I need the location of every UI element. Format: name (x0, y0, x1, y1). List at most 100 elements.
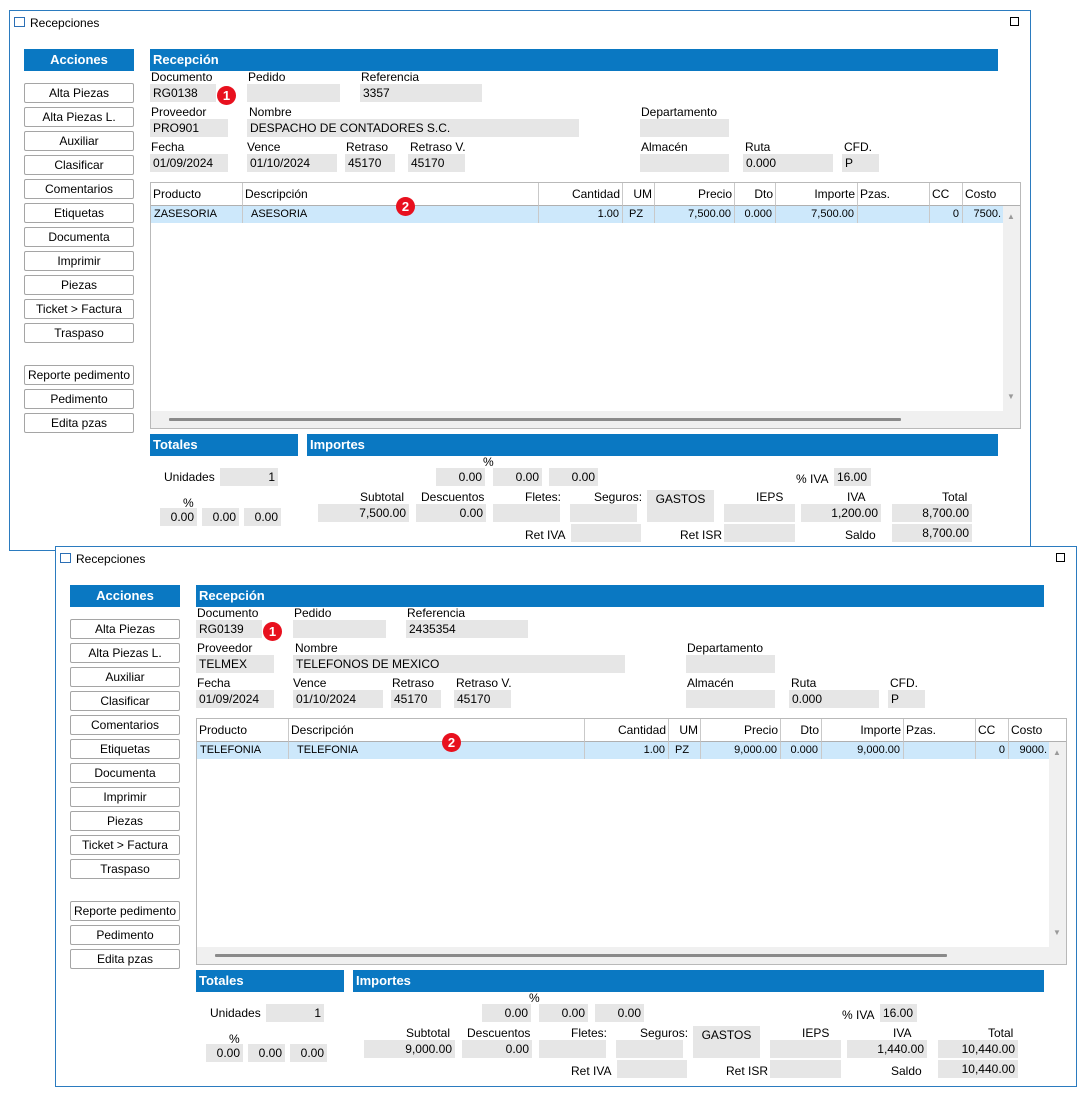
retraso-field[interactable]: 45170 (391, 690, 441, 708)
cell-pzas[interactable] (858, 206, 930, 223)
ret-iva-field[interactable] (617, 1060, 687, 1078)
col-header-cc[interactable]: CC (976, 719, 1009, 742)
edita-pzas-button[interactable]: Edita pzas (70, 949, 180, 969)
imprimir-button[interactable]: Imprimir (24, 251, 134, 271)
iva-field[interactable]: 1,200.00 (801, 504, 881, 522)
cell-um[interactable]: PZ (623, 206, 655, 223)
cell-dto[interactable]: 0.000 (781, 742, 822, 759)
horizontal-scroll-thumb[interactable] (169, 418, 901, 421)
documento-field[interactable]: RG0139 (196, 620, 262, 638)
vertical-scrollbar[interactable]: ▲ ▼ (1049, 742, 1066, 964)
total-field[interactable]: 10,440.00 (938, 1040, 1018, 1058)
totales-pct-2[interactable]: 0.00 (202, 508, 239, 526)
maximize-button[interactable] (1010, 17, 1019, 26)
col-header-costo[interactable]: Costo (1009, 719, 1066, 742)
etiquetas-button[interactable]: Etiquetas (24, 203, 134, 223)
col-header-precio[interactable]: Precio (655, 183, 735, 206)
cell-cc[interactable]: 0 (930, 206, 963, 223)
descuentos-field[interactable]: 0.00 (462, 1040, 532, 1058)
ticket-factura-button[interactable]: Ticket > Factura (24, 299, 134, 319)
clasificar-button[interactable]: Clasificar (24, 155, 134, 175)
col-header-um[interactable]: UM (669, 719, 701, 742)
col-header-costo[interactable]: Costo (963, 183, 1020, 206)
col-header-cantidad[interactable]: Cantidad (585, 719, 669, 742)
cfd-field[interactable]: P (888, 690, 925, 708)
imprimir-button[interactable]: Imprimir (70, 787, 180, 807)
reporte-pedimento-button[interactable]: Reporte pedimento (24, 365, 134, 385)
vence-field[interactable]: 01/10/2024 (247, 154, 337, 172)
ret-isr-field[interactable] (770, 1060, 841, 1078)
vence-field[interactable]: 01/10/2024 (293, 690, 383, 708)
alta-piezas-button[interactable]: Alta Piezas (70, 619, 180, 639)
etiquetas-button[interactable]: Etiquetas (70, 739, 180, 759)
clasificar-button[interactable]: Clasificar (70, 691, 180, 711)
ruta-field[interactable]: 0.000 (743, 154, 833, 172)
ieps-field[interactable] (724, 504, 795, 522)
col-header-um[interactable]: UM (623, 183, 655, 206)
importes-pct-1[interactable]: 0.00 (436, 468, 485, 486)
cell-producto[interactable]: ZASESORIA (151, 206, 243, 223)
nombre-field[interactable]: TELEFONOS DE MEXICO (293, 655, 625, 673)
comentarios-button[interactable]: Comentarios (24, 179, 134, 199)
col-header-descripcion[interactable]: Descripción (289, 719, 585, 742)
cell-producto[interactable]: TELEFONIA (197, 742, 289, 759)
gastos-field[interactable]: GASTOS (647, 490, 714, 522)
scroll-down-arrow-icon[interactable]: ▼ (1007, 392, 1015, 401)
cell-dto[interactable]: 0.000 (735, 206, 776, 223)
departamento-field[interactable] (686, 655, 775, 673)
descuentos-field[interactable]: 0.00 (416, 504, 486, 522)
importes-pct-1[interactable]: 0.00 (482, 1004, 531, 1022)
iva-field[interactable]: 1,440.00 (847, 1040, 927, 1058)
cell-cantidad[interactable]: 1.00 (585, 742, 669, 759)
retraso-field[interactable]: 45170 (345, 154, 395, 172)
nombre-field[interactable]: DESPACHO DE CONTADORES S.C. (247, 119, 579, 137)
maximize-button[interactable] (1056, 553, 1065, 562)
cell-um[interactable]: PZ (669, 742, 701, 759)
totales-pct-3[interactable]: 0.00 (244, 508, 281, 526)
importes-pct-3[interactable]: 0.00 (595, 1004, 644, 1022)
auxiliar-button[interactable]: Auxiliar (70, 667, 180, 687)
almacen-field[interactable] (686, 690, 775, 708)
alta-piezas-button[interactable]: Alta Piezas (24, 83, 134, 103)
cell-importe[interactable]: 7,500.00 (776, 206, 858, 223)
retraso-v-field[interactable]: 45170 (408, 154, 465, 172)
auxiliar-button[interactable]: Auxiliar (24, 131, 134, 151)
scroll-up-arrow-icon[interactable]: ▲ (1007, 212, 1015, 221)
cell-pzas[interactable] (904, 742, 976, 759)
pct-iva-field[interactable]: 16.00 (834, 468, 871, 486)
pct-iva-field[interactable]: 16.00 (880, 1004, 917, 1022)
horizontal-scroll-thumb[interactable] (215, 954, 947, 957)
fecha-field[interactable]: 01/09/2024 (150, 154, 228, 172)
unidades-field[interactable]: 1 (266, 1004, 324, 1022)
fletes-field[interactable] (493, 504, 560, 522)
proveedor-field[interactable]: PRO901 (150, 119, 228, 137)
horizontal-scrollbar[interactable] (151, 411, 1003, 428)
importes-pct-2[interactable]: 0.00 (539, 1004, 588, 1022)
scroll-down-arrow-icon[interactable]: ▼ (1053, 928, 1061, 937)
referencia-field[interactable]: 3357 (360, 84, 482, 102)
alta-piezas-l-button[interactable]: Alta Piezas L. (24, 107, 134, 127)
col-header-cantidad[interactable]: Cantidad (539, 183, 623, 206)
cell-descripcion[interactable]: ASESORIA (243, 206, 539, 223)
reporte-pedimento-button[interactable]: Reporte pedimento (70, 901, 180, 921)
items-grid[interactable]: Producto Descripción Cantidad UM Precio … (150, 182, 1021, 429)
edita-pzas-button[interactable]: Edita pzas (24, 413, 134, 433)
pedido-field[interactable] (247, 84, 340, 102)
col-header-importe[interactable]: Importe (776, 183, 858, 206)
seguros-field[interactable] (570, 504, 637, 522)
referencia-field[interactable]: 2435354 (406, 620, 528, 638)
cell-importe[interactable]: 9,000.00 (822, 742, 904, 759)
ieps-field[interactable] (770, 1040, 841, 1058)
horizontal-scrollbar[interactable] (197, 947, 1049, 964)
subtotal-field[interactable]: 9,000.00 (364, 1040, 455, 1058)
documenta-button[interactable]: Documenta (70, 763, 180, 783)
totales-pct-1[interactable]: 0.00 (206, 1044, 243, 1062)
cell-precio[interactable]: 7,500.00 (655, 206, 735, 223)
piezas-button[interactable]: Piezas (24, 275, 134, 295)
col-header-producto[interactable]: Producto (197, 719, 289, 742)
totales-pct-2[interactable]: 0.00 (248, 1044, 285, 1062)
alta-piezas-l-button[interactable]: Alta Piezas L. (70, 643, 180, 663)
departamento-field[interactable] (640, 119, 729, 137)
col-header-importe[interactable]: Importe (822, 719, 904, 742)
totales-pct-3[interactable]: 0.00 (290, 1044, 327, 1062)
